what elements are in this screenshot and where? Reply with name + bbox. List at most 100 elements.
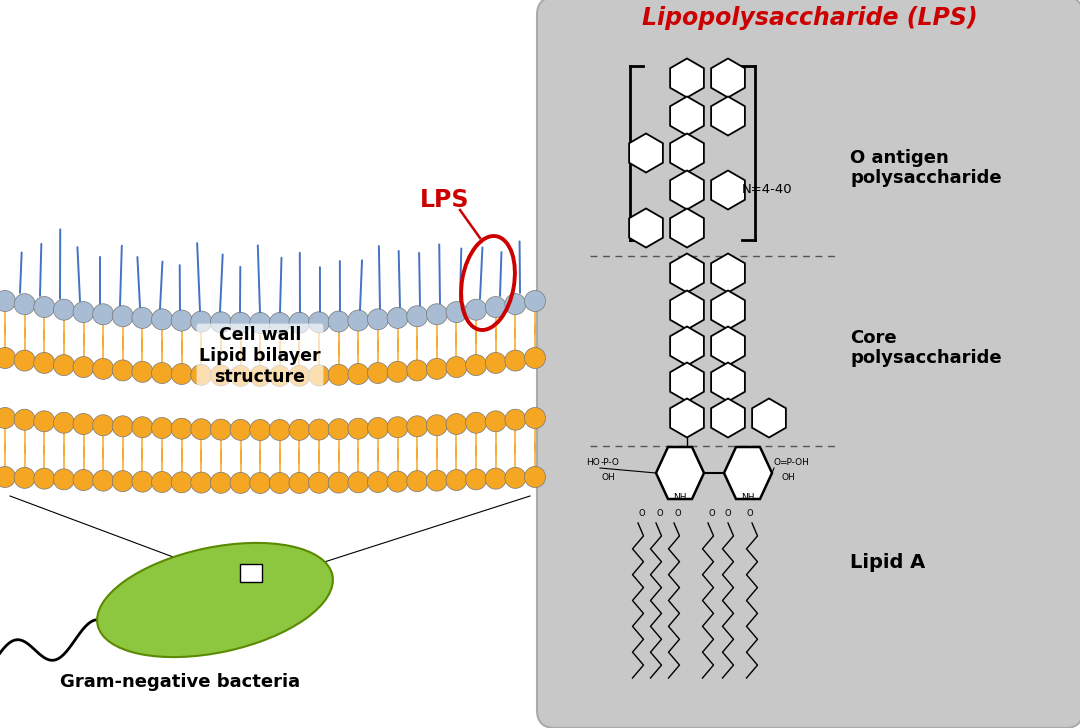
Polygon shape xyxy=(670,398,704,438)
Circle shape xyxy=(348,418,369,439)
Circle shape xyxy=(230,365,251,387)
Circle shape xyxy=(465,299,487,320)
Circle shape xyxy=(407,416,428,437)
Circle shape xyxy=(407,470,428,491)
Circle shape xyxy=(485,411,507,432)
Circle shape xyxy=(93,358,113,379)
Circle shape xyxy=(112,416,133,437)
Circle shape xyxy=(73,301,94,323)
Polygon shape xyxy=(711,253,745,293)
Circle shape xyxy=(93,415,113,436)
Circle shape xyxy=(407,306,428,327)
Circle shape xyxy=(132,361,153,382)
Text: -P-O: -P-O xyxy=(600,458,620,467)
Text: O: O xyxy=(638,509,646,518)
Circle shape xyxy=(249,472,271,494)
Ellipse shape xyxy=(97,543,333,657)
Polygon shape xyxy=(670,208,704,248)
Polygon shape xyxy=(630,208,663,248)
Circle shape xyxy=(328,311,349,332)
Circle shape xyxy=(211,312,231,333)
Circle shape xyxy=(171,472,192,493)
Circle shape xyxy=(387,307,408,328)
Circle shape xyxy=(525,408,545,429)
Circle shape xyxy=(230,419,251,440)
Circle shape xyxy=(328,364,349,385)
Circle shape xyxy=(191,364,212,385)
Circle shape xyxy=(132,307,153,328)
Polygon shape xyxy=(711,290,745,330)
Text: LPS: LPS xyxy=(420,188,470,212)
Polygon shape xyxy=(670,170,704,210)
Circle shape xyxy=(309,312,329,333)
Circle shape xyxy=(485,352,507,373)
Text: O: O xyxy=(708,509,715,518)
Circle shape xyxy=(14,467,36,488)
Circle shape xyxy=(53,469,75,490)
Circle shape xyxy=(249,365,271,387)
Circle shape xyxy=(151,418,173,438)
Polygon shape xyxy=(670,58,704,98)
Polygon shape xyxy=(711,398,745,438)
Circle shape xyxy=(269,419,291,440)
Text: NH: NH xyxy=(741,493,755,502)
Text: OH: OH xyxy=(600,473,615,482)
Circle shape xyxy=(73,414,94,435)
Circle shape xyxy=(14,350,36,371)
Polygon shape xyxy=(711,170,745,210)
Circle shape xyxy=(171,310,192,331)
Text: Gram-negative bacteria: Gram-negative bacteria xyxy=(59,673,300,691)
Text: O antigen
polysaccharide: O antigen polysaccharide xyxy=(850,149,1001,187)
Circle shape xyxy=(367,472,389,493)
Circle shape xyxy=(367,363,389,384)
Polygon shape xyxy=(711,363,745,402)
Circle shape xyxy=(387,416,408,438)
Polygon shape xyxy=(711,58,745,98)
Text: N=4-40: N=4-40 xyxy=(742,183,793,196)
Text: OH: OH xyxy=(782,473,796,482)
Text: O: O xyxy=(657,509,663,518)
Text: NH: NH xyxy=(673,493,687,502)
Circle shape xyxy=(427,304,447,325)
Circle shape xyxy=(504,409,526,430)
Circle shape xyxy=(504,467,526,488)
Circle shape xyxy=(309,472,329,494)
Circle shape xyxy=(151,363,173,384)
Circle shape xyxy=(289,365,310,387)
Text: Cell wall
Lipid bilayer
structure: Cell wall Lipid bilayer structure xyxy=(199,326,321,386)
Polygon shape xyxy=(670,290,704,330)
Circle shape xyxy=(289,312,310,333)
Text: O: O xyxy=(675,509,681,518)
Bar xyxy=(240,564,262,582)
Text: =P-OH: =P-OH xyxy=(779,458,809,467)
Circle shape xyxy=(446,470,467,491)
Circle shape xyxy=(53,299,75,320)
Circle shape xyxy=(407,360,428,381)
Circle shape xyxy=(465,355,487,376)
Circle shape xyxy=(112,360,133,381)
Circle shape xyxy=(53,412,75,433)
Text: O: O xyxy=(746,509,754,518)
Circle shape xyxy=(33,352,55,373)
Circle shape xyxy=(211,365,231,386)
Circle shape xyxy=(485,468,507,489)
Polygon shape xyxy=(724,447,772,499)
Circle shape xyxy=(132,471,153,492)
Circle shape xyxy=(348,472,369,493)
Circle shape xyxy=(504,350,526,371)
Text: HO: HO xyxy=(586,458,600,467)
Circle shape xyxy=(191,419,212,440)
Circle shape xyxy=(309,365,329,386)
Circle shape xyxy=(33,296,55,317)
Circle shape xyxy=(465,469,487,490)
Circle shape xyxy=(132,416,153,438)
Polygon shape xyxy=(670,363,704,402)
Circle shape xyxy=(53,355,75,376)
Circle shape xyxy=(289,472,310,494)
Text: Lipopolysaccharide (LPS): Lipopolysaccharide (LPS) xyxy=(643,6,977,30)
Circle shape xyxy=(211,419,231,440)
Circle shape xyxy=(387,471,408,492)
Circle shape xyxy=(112,306,133,327)
Circle shape xyxy=(269,472,291,494)
Circle shape xyxy=(328,472,349,493)
